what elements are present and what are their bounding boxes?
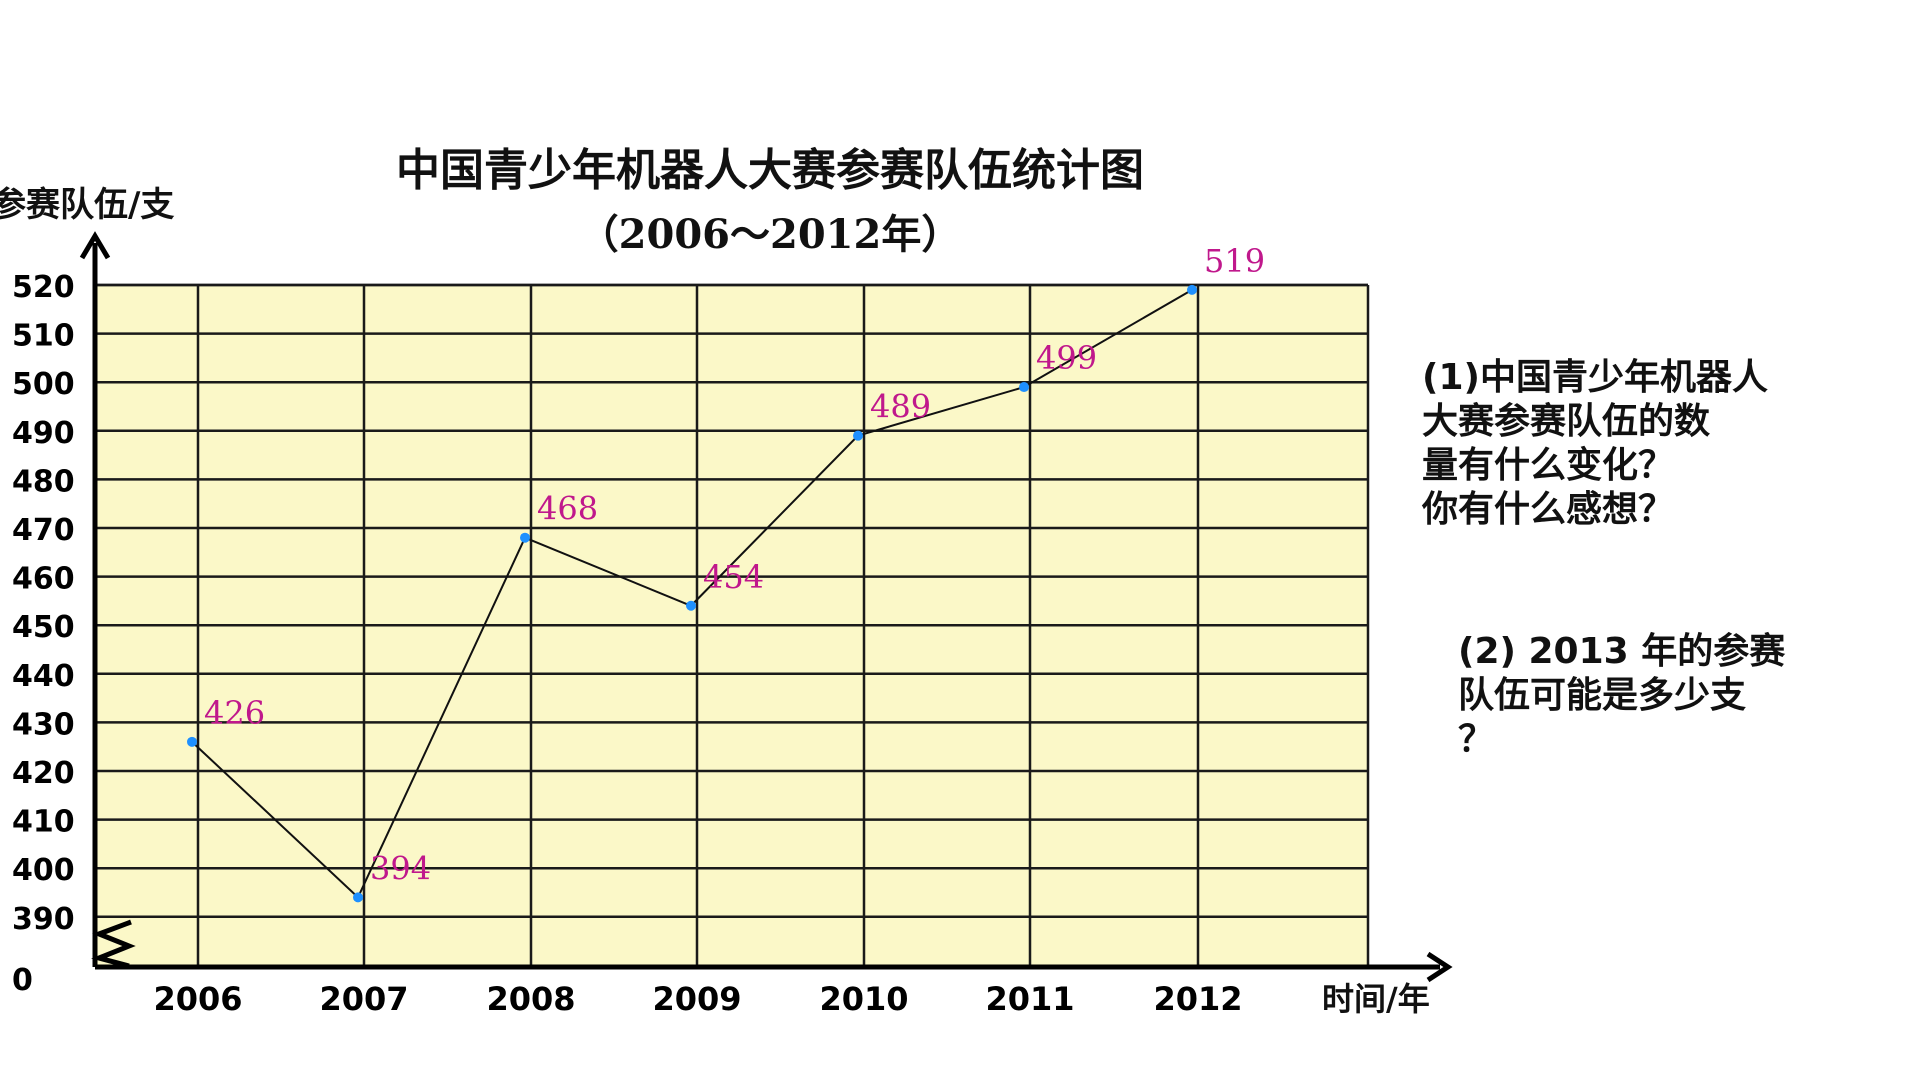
y-axis-arrow [79, 231, 111, 260]
y-tick-label: 390 [12, 902, 75, 937]
data-label: 499 [1036, 339, 1097, 377]
data-point [686, 600, 696, 611]
y-tick-label: 470 [12, 513, 75, 548]
data-point [353, 892, 363, 903]
data-point [187, 736, 197, 747]
data-label: 454 [703, 558, 764, 596]
x-tick-label: 2008 [486, 980, 575, 1018]
data-point [520, 532, 530, 543]
data-label: 519 [1204, 242, 1265, 280]
y-tick-label: 400 [12, 853, 75, 888]
data-label: 394 [370, 849, 431, 887]
chart-title: 中国青少年机器人大赛参赛队伍统计图 [396, 145, 1144, 196]
x-tick-label: 2011 [985, 980, 1074, 1018]
y-tick-label: 490 [12, 416, 75, 451]
y-tick-label: 520 [12, 270, 75, 305]
question-1: (1)中国青少年机器人 大赛参赛队伍的数 量有什么变化？ 你有什么感想？ [1422, 357, 1768, 530]
y-tick-label: 410 [12, 805, 75, 840]
y-tick-label: 460 [12, 562, 75, 597]
x-tick-label: 2007 [319, 980, 408, 1018]
question-2: (2) 2013 年的参赛 队伍可能是多少支 ？ [1458, 631, 1786, 760]
y-axis-label: 参赛队伍/支 [0, 185, 174, 225]
x-axis-arrow [1426, 951, 1453, 983]
data-label: 426 [204, 694, 265, 732]
data-point [853, 430, 863, 441]
data-point [1019, 382, 1029, 393]
y-tick-label: 510 [12, 319, 75, 354]
data-label: 468 [537, 490, 598, 528]
x-tick-label: 2006 [153, 980, 242, 1018]
y-tick-label: 500 [12, 367, 75, 402]
y-tick-label: 430 [12, 707, 75, 742]
y-tick-label: 480 [12, 464, 75, 499]
data-point [1187, 284, 1197, 295]
y-tick-label: 420 [12, 756, 75, 791]
chart-subtitle: （2006～2012年） [579, 211, 962, 258]
y-tick-label: 450 [12, 610, 75, 645]
x-tick-label: 2012 [1153, 980, 1242, 1018]
data-label: 489 [870, 388, 931, 426]
y-axis-break [91, 919, 136, 969]
y-tick-label: 440 [12, 659, 75, 694]
x-axis-label: 时间/年 [1322, 980, 1430, 1018]
y-tick-label: 0 [12, 963, 33, 998]
x-tick-label: 2010 [819, 980, 908, 1018]
x-tick-label: 2009 [652, 980, 741, 1018]
